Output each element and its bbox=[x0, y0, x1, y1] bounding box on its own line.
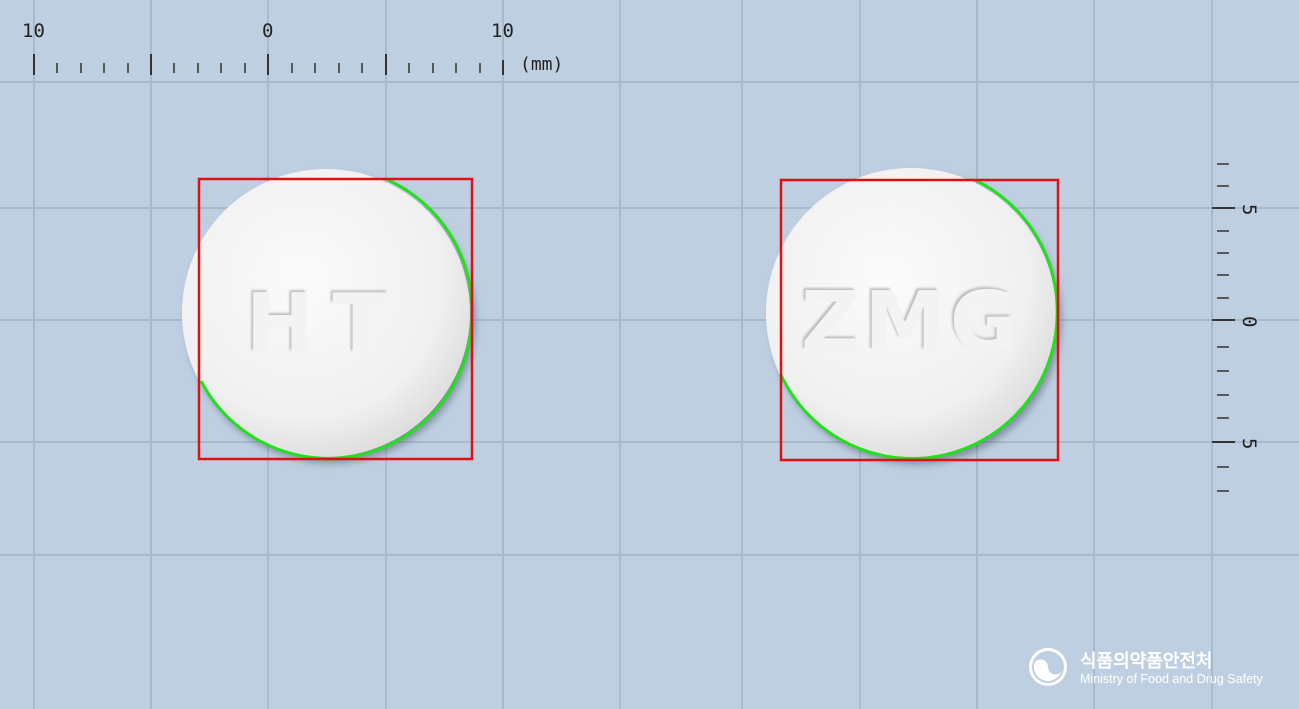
pill-ht-imprint: HT bbox=[246, 277, 407, 372]
right-ruler-label-bottom: 5 bbox=[1238, 438, 1260, 449]
pill-zmg-body bbox=[766, 168, 1056, 458]
top-ruler-label-center: 0 bbox=[262, 20, 273, 42]
right-ruler: 5 0 5 bbox=[1212, 163, 1260, 492]
top-ruler-label-left: 10 bbox=[22, 20, 45, 42]
logo-name-korean: 식품의약품안전처 bbox=[1080, 650, 1212, 672]
right-ruler-label-center: 0 bbox=[1238, 316, 1260, 327]
top-ruler: 10 0 10 (mm) bbox=[22, 20, 563, 75]
logo-name-english: Ministry of Food and Drug Safety bbox=[1080, 672, 1263, 686]
pill-ht-bounding-box bbox=[197, 177, 474, 461]
pill-ht-contour bbox=[199, 178, 474, 460]
pill-zmg: ZMG bbox=[766, 168, 1060, 462]
mfds-logo: 식품의약품안전처 Ministry of Food and Drug Safet… bbox=[1029, 648, 1263, 686]
pill-zmg-bounding-box bbox=[779, 178, 1060, 462]
ruler-unit-label: (mm) bbox=[520, 54, 563, 75]
right-ruler-label-top: 5 bbox=[1238, 204, 1260, 215]
top-ruler-label-right: 10 bbox=[491, 20, 514, 42]
government-emblem-icon bbox=[1029, 648, 1067, 686]
top-ruler-ticks bbox=[33, 54, 504, 75]
right-ruler-ticks bbox=[1212, 163, 1235, 492]
pill-ht: HT bbox=[182, 169, 474, 461]
pill-zmg-contour bbox=[779, 178, 1059, 461]
pill-zmg-imprint: ZMG bbox=[801, 275, 1021, 370]
pill-ht-body bbox=[182, 169, 470, 457]
